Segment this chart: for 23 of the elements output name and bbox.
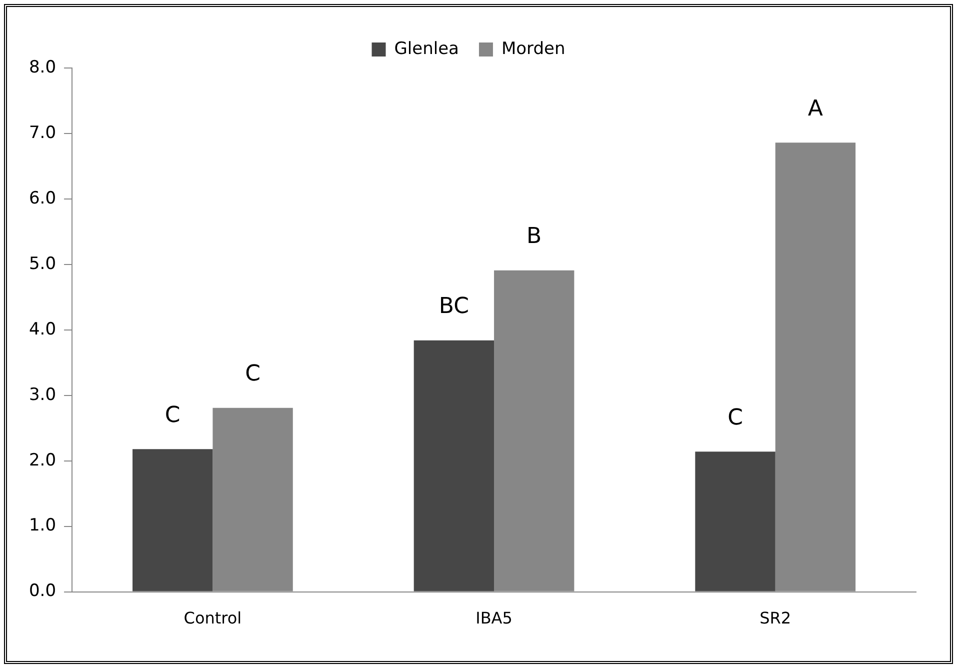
bar bbox=[414, 340, 494, 592]
y-tick-label: 6.0 bbox=[28, 188, 56, 208]
bar bbox=[132, 449, 213, 592]
bar bbox=[695, 452, 776, 592]
x-tick-label: IBA5 bbox=[476, 608, 512, 628]
y-tick-label: 2.0 bbox=[28, 450, 56, 470]
annotation: C bbox=[164, 402, 180, 428]
x-tick-label: Control bbox=[184, 608, 242, 628]
annotation: B bbox=[526, 224, 542, 250]
y-tick-label: 0.0 bbox=[28, 581, 56, 602]
y-tick-label: 1.0 bbox=[28, 516, 56, 536]
x-tick-label: SR2 bbox=[760, 608, 792, 628]
legend-label: Morden bbox=[501, 38, 566, 59]
y-tick-label: 5.0 bbox=[28, 254, 56, 274]
annotation: C bbox=[728, 405, 743, 430]
legend-label: Glenlea bbox=[394, 38, 459, 59]
annotation: BC bbox=[438, 294, 469, 320]
y-tick-label: 3.0 bbox=[28, 384, 56, 405]
y-tick-label: 7.0 bbox=[28, 122, 56, 143]
annotation: C bbox=[245, 362, 260, 387]
y-tick-label: 8.0 bbox=[28, 57, 56, 78]
annotation: A bbox=[808, 96, 823, 122]
y-tick-label: 4.0 bbox=[28, 319, 56, 340]
